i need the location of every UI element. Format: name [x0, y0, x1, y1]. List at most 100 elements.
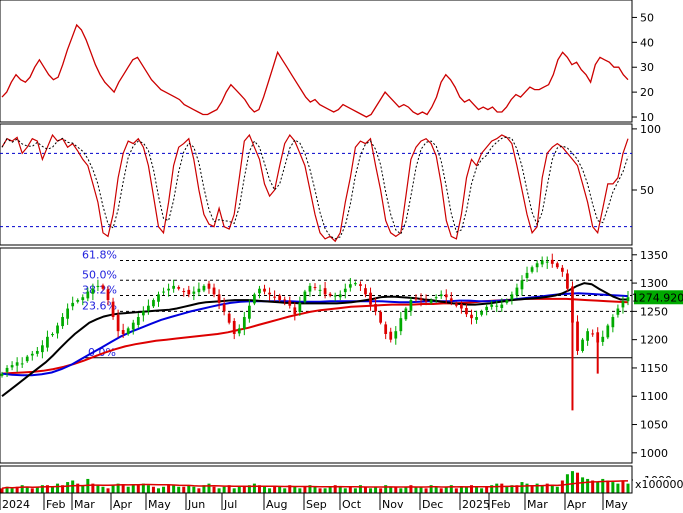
volume-bar — [591, 480, 595, 493]
volume-bar — [222, 486, 226, 493]
candle-body — [242, 317, 246, 329]
volume-bar — [217, 488, 221, 493]
candle-body — [0, 373, 4, 376]
volume-bar — [318, 488, 322, 493]
candle-body — [343, 288, 347, 293]
candle-body — [626, 297, 630, 302]
volume-bar — [101, 486, 105, 493]
candle-body — [439, 294, 443, 297]
candle-body — [581, 339, 584, 351]
candle-body — [621, 301, 625, 308]
candle-body — [126, 328, 130, 334]
volume-bar — [449, 485, 453, 493]
volume-bar — [182, 486, 186, 493]
volume-bar — [242, 486, 246, 493]
volume-bar — [172, 485, 176, 493]
volume-bar — [293, 486, 297, 493]
x-tick-label: Oct — [342, 498, 362, 511]
fibonacci-label: 50.0% — [82, 268, 117, 281]
volume-bar — [151, 486, 155, 493]
candle-body — [86, 291, 90, 299]
volume-bar — [409, 485, 413, 493]
volume-bar — [586, 478, 590, 493]
volume-bar — [384, 485, 388, 493]
candle-body — [434, 297, 438, 299]
candle-body — [35, 350, 39, 354]
volume-bar — [313, 486, 317, 493]
candle-body — [157, 294, 160, 302]
candle-body — [227, 313, 231, 323]
candle-body — [611, 317, 615, 328]
candle-body — [571, 286, 574, 323]
volume-bar — [480, 488, 484, 493]
volume-bar — [424, 488, 428, 493]
volume-bar — [81, 485, 85, 493]
indicator-y-tick-label: 10 — [640, 111, 654, 124]
volume-bar — [348, 486, 352, 493]
volume-bar — [232, 488, 236, 493]
volume-bar — [510, 485, 514, 493]
volume-bar — [35, 486, 39, 493]
volume-bar — [540, 485, 544, 493]
candle-body — [379, 311, 383, 323]
candle-body — [76, 300, 80, 302]
volume-bar — [192, 486, 196, 493]
candle-body — [258, 288, 261, 294]
candle-body — [61, 317, 64, 327]
candle-body — [601, 336, 605, 342]
candle-body — [505, 300, 509, 303]
x-tick-label: Jun — [187, 498, 205, 511]
volume-bar — [30, 488, 34, 493]
volume-bar — [197, 488, 201, 493]
volume-bar — [434, 486, 438, 493]
candle-body — [394, 331, 398, 339]
last-price-label: 1274.920 — [632, 291, 683, 304]
candle-body — [192, 291, 196, 294]
candle-body — [182, 291, 186, 292]
volume-bar — [268, 488, 272, 493]
candle-body — [106, 289, 110, 301]
candle-body — [207, 283, 211, 289]
candle-body — [389, 331, 393, 340]
volume-bar — [177, 486, 181, 493]
candle-body — [46, 336, 49, 348]
candle-body — [470, 314, 473, 319]
candle-body — [10, 365, 14, 368]
volume-bar — [581, 477, 585, 493]
volume-bar — [56, 483, 60, 493]
price-y-tick-label: 1100 — [640, 390, 668, 403]
volume-bar — [303, 486, 307, 493]
volume-bar — [606, 480, 610, 493]
candle-body — [429, 300, 433, 303]
candle-body — [25, 356, 29, 362]
candle-body — [313, 287, 317, 289]
candle-body — [162, 291, 165, 293]
candle-body — [525, 272, 529, 278]
candle-body — [152, 300, 155, 307]
candle-body — [318, 289, 322, 291]
candle-body — [30, 353, 34, 356]
candle-body — [364, 288, 367, 295]
volume-bar — [273, 486, 277, 493]
volume-bar — [505, 486, 509, 493]
candle-body — [71, 302, 75, 307]
volume-bar — [500, 483, 504, 493]
volume-bar — [247, 485, 251, 493]
volume-bar — [187, 485, 191, 493]
x-tick-label: Apr — [567, 498, 587, 511]
volume-bar — [20, 485, 24, 493]
candle-body — [91, 288, 95, 294]
stochastic-y-tick-label: 100 — [640, 123, 661, 136]
volume-bar — [237, 486, 241, 493]
volume-bar — [308, 485, 312, 493]
volume-bar — [207, 483, 211, 493]
candle-body — [348, 284, 352, 288]
volume-bar — [490, 485, 494, 493]
volume-bar — [15, 486, 19, 493]
candle-body — [263, 288, 266, 292]
candle-body — [404, 308, 408, 320]
candle-body — [101, 285, 105, 289]
volume-bar — [485, 486, 489, 493]
candle-body — [333, 295, 337, 297]
candle-body — [268, 292, 271, 295]
